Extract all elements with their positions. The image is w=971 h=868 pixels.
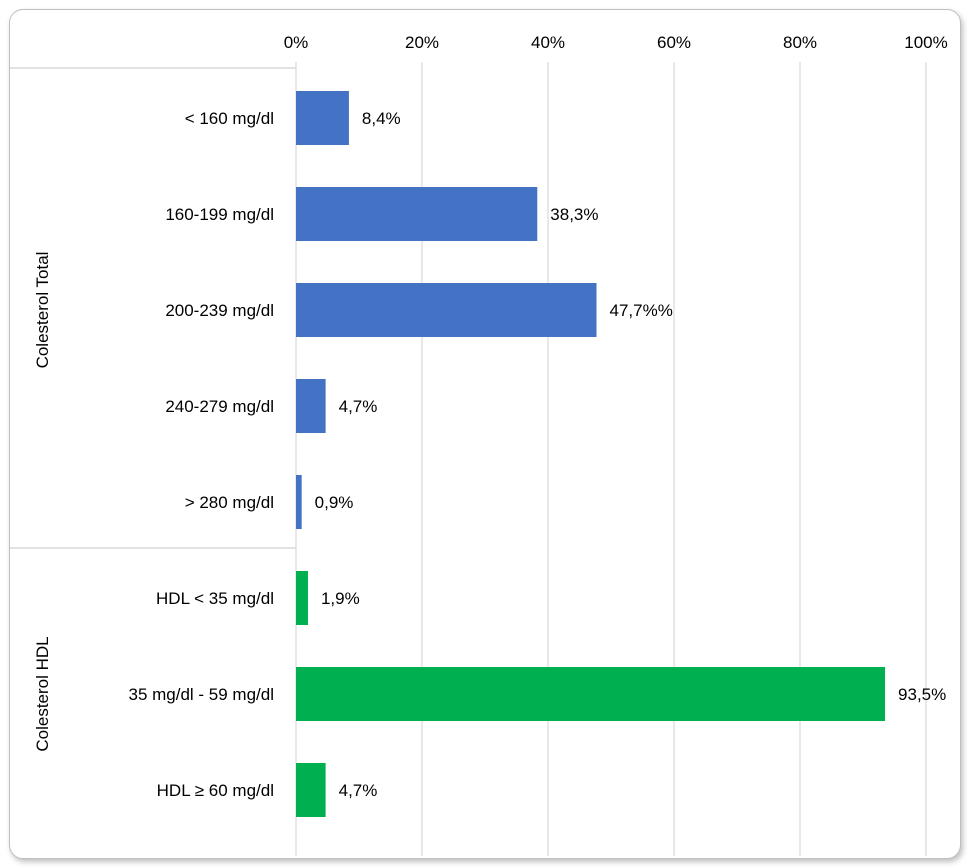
bar-chart: 0% 20% 40% 60% 80% 100% Colesterol TotalColes… [10, 33, 948, 856]
group-label: Colesterol HDL [33, 636, 52, 751]
bar [296, 475, 302, 529]
data-label: 0,9% [315, 493, 354, 512]
category-label: 160-199 mg/dl [165, 205, 274, 224]
data-label: 8,4% [362, 109, 401, 128]
data-label: 93,5% [898, 685, 946, 704]
data-label: 38,3% [550, 205, 598, 224]
data-label: 4,7% [339, 781, 378, 800]
category-label: < 160 mg/dl [185, 109, 274, 128]
bar [296, 187, 538, 241]
x-tick-label: 20% [405, 33, 439, 52]
x-tick-label: 0% [284, 33, 309, 52]
group-label: Colesterol Total [33, 252, 52, 369]
bar [296, 763, 326, 817]
category-label: 240-279 mg/dl [165, 397, 274, 416]
bar [296, 91, 349, 145]
data-label: 4,7% [339, 397, 378, 416]
x-tick-label: 60% [657, 33, 691, 52]
bar [296, 379, 326, 433]
category-label: 35 mg/dl - 59 mg/dl [128, 685, 274, 704]
bars [296, 91, 886, 817]
bar [296, 667, 886, 721]
category-label: HDL ≥ 60 mg/dl [157, 781, 274, 800]
category-label: HDL < 35 mg/dl [156, 589, 274, 608]
group-labels: Colesterol Total Colesterol HDL [33, 252, 52, 752]
group-dividers [10, 67, 296, 549]
chart-frame: 0% 20% 40% 60% 80% 100% Colesterol Total Coles… [9, 9, 961, 859]
data-label: 47,7%% [610, 301, 673, 320]
x-tick-label: 40% [531, 33, 565, 52]
data-label: 1,9% [321, 589, 360, 608]
x-tick-label: 80% [783, 33, 817, 52]
category-label: 200-239 mg/dl [165, 301, 274, 320]
bar [296, 283, 597, 337]
gridlines [295, 62, 927, 856]
category-label: > 280 mg/dl [185, 493, 274, 512]
data-labels: 8,4% 38,3% 47,7%% 4,7% 0,9% 1,9% 93,5% 4,7% [315, 109, 947, 800]
category-labels: < 160 mg/dl 160-199 mg/dl 200-239 mg/dl 240… [128, 109, 274, 800]
x-axis-ticks: 0% 20% 40% 60% 80% 100% [284, 33, 948, 52]
x-tick-label: 100% [904, 33, 947, 52]
bar [296, 571, 308, 625]
